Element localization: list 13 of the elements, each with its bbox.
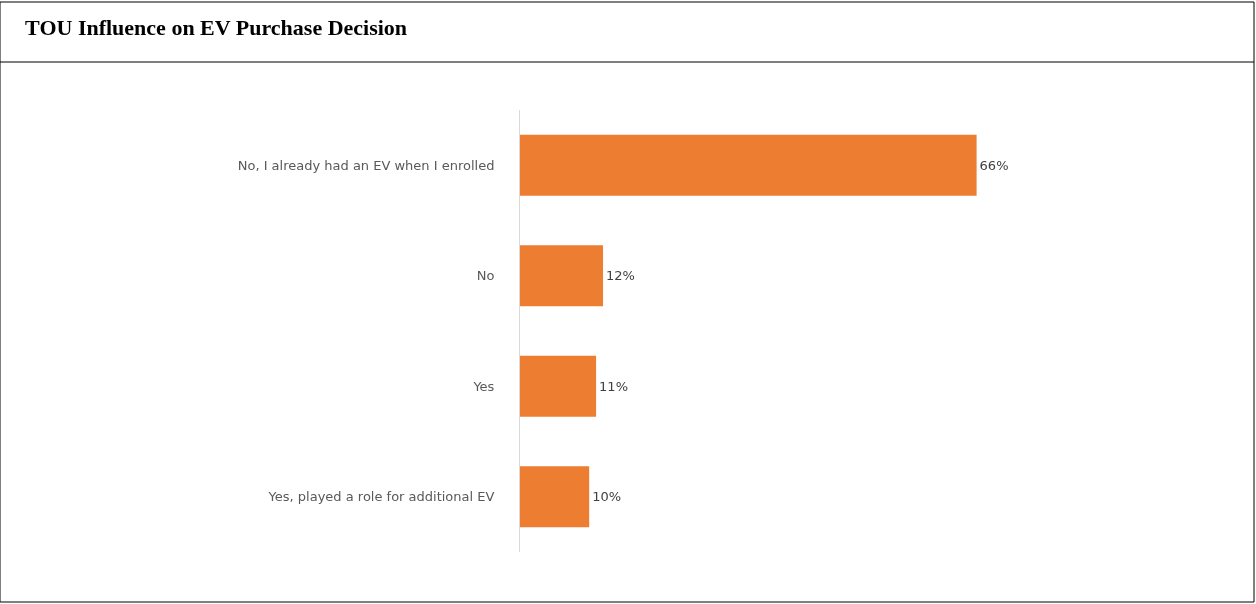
bar (520, 355, 597, 417)
y-tick-label: No (476, 268, 495, 284)
bar (520, 245, 604, 307)
data-label: 12% (606, 268, 635, 284)
y-tick-label: Yes, played a role for additional EV (267, 489, 495, 505)
y-tick-label: No, I already had an EV when I enrolled (237, 157, 495, 173)
text: TOU Influence on EV Purchase Decision (25, 14, 408, 40)
data-label: 11% (599, 378, 629, 394)
bar (520, 466, 590, 528)
bar (520, 134, 977, 196)
data-label: 10% (592, 489, 622, 505)
data-label: 66% (979, 157, 1009, 173)
y-tick-label: Yes (472, 378, 495, 394)
